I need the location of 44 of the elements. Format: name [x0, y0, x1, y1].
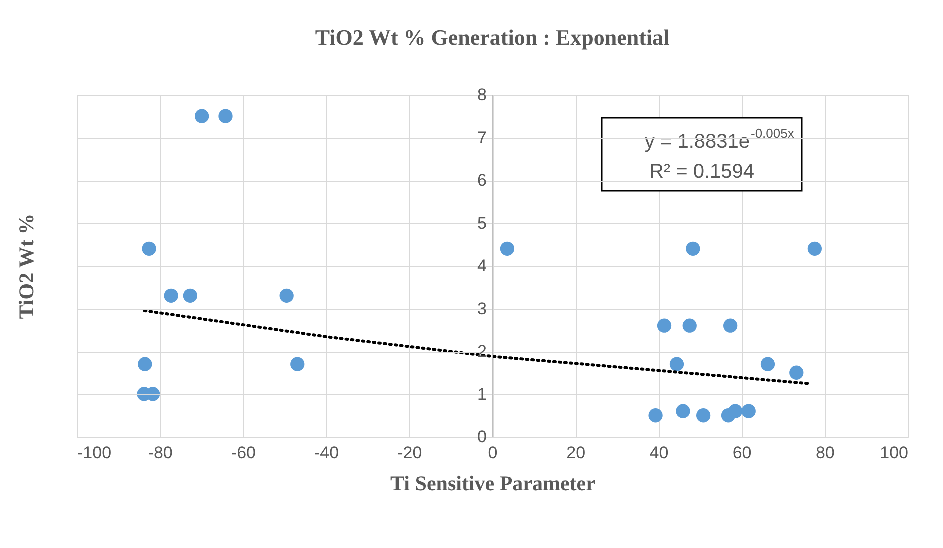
point: [790, 366, 804, 380]
point: [742, 404, 756, 418]
x-tick-label: -40: [314, 444, 340, 462]
y-tick-label: 5: [478, 214, 487, 233]
x-tick-label: 100: [880, 444, 908, 462]
point: [760, 357, 776, 372]
point: [290, 357, 305, 372]
point: [138, 357, 152, 372]
x-tick-label: 80: [816, 444, 835, 462]
x-tick-label: 60: [732, 444, 752, 462]
x-tick-label: 40: [650, 444, 669, 462]
point: [696, 408, 711, 423]
point: [670, 357, 684, 372]
y-tick-label: 0: [478, 428, 487, 446]
point: [648, 408, 663, 423]
point: [728, 404, 743, 418]
y-tick-label: 3: [478, 299, 487, 318]
y-axis-title: TiO2 Wt %: [14, 214, 38, 320]
point: [280, 288, 294, 303]
y-tick-label: 8: [478, 86, 487, 104]
x-tick-label: -20: [398, 444, 422, 462]
point: [218, 109, 233, 124]
y-tick-label: 1: [478, 384, 487, 404]
chart-title: TiO2 Wt % Generation : Exponential: [315, 25, 670, 50]
point: [500, 242, 515, 256]
point: [657, 318, 672, 333]
point: [686, 242, 700, 256]
point: [142, 242, 156, 256]
y-tick-label: 6: [478, 171, 487, 190]
x-axis-title: Ti Sensitive Parameter: [390, 472, 596, 496]
point: [676, 404, 690, 418]
x-tick-label: 20: [566, 444, 586, 462]
point: [808, 242, 822, 256]
y-tick-label: 7: [478, 128, 487, 148]
annotation: R² = 0.1594: [649, 161, 755, 183]
y-tick-label: 4: [478, 256, 487, 276]
point: [183, 288, 198, 303]
x-tick-label: -60: [231, 444, 256, 462]
point: [164, 288, 178, 303]
x-tick-label: -80: [148, 444, 173, 462]
point: [724, 318, 738, 333]
x-tick-label: -100: [78, 444, 112, 462]
point: [194, 109, 210, 124]
point: [682, 318, 697, 333]
